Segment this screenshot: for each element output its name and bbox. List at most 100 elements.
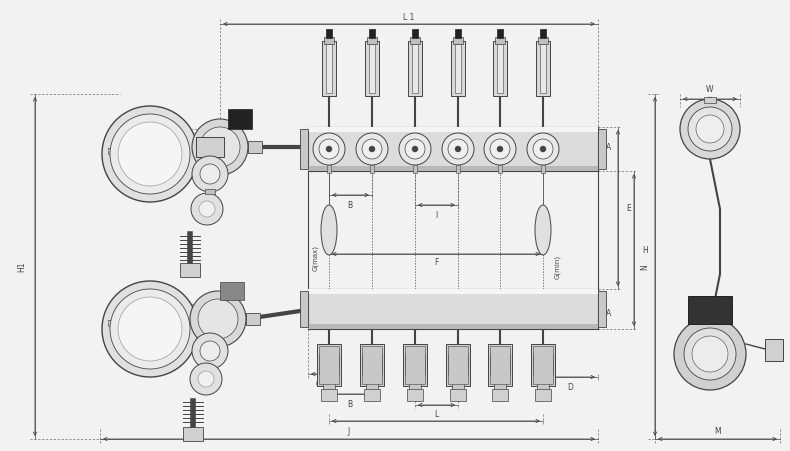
Bar: [248, 142, 262, 154]
Bar: [370, 166, 374, 174]
Text: L 1: L 1: [404, 14, 415, 23]
Text: H: H: [642, 246, 648, 255]
Circle shape: [110, 290, 190, 369]
Bar: [369, 30, 375, 39]
Text: I: I: [435, 410, 437, 419]
Circle shape: [696, 116, 724, 144]
Circle shape: [319, 140, 339, 160]
Bar: [362, 346, 382, 384]
Bar: [405, 354, 425, 374]
Text: G1: G1: [108, 316, 118, 327]
Bar: [300, 291, 308, 327]
Circle shape: [674, 318, 746, 390]
Circle shape: [102, 107, 198, 202]
Bar: [228, 110, 252, 130]
Bar: [448, 346, 468, 384]
Circle shape: [192, 120, 248, 175]
Text: J: J: [348, 427, 350, 436]
Circle shape: [200, 128, 240, 168]
Bar: [183, 427, 203, 441]
Circle shape: [200, 165, 220, 184]
Circle shape: [497, 147, 503, 152]
Text: A: A: [606, 309, 611, 318]
Bar: [308, 324, 598, 329]
Text: L: L: [434, 410, 438, 419]
Bar: [498, 166, 502, 174]
Bar: [322, 42, 336, 97]
Circle shape: [369, 147, 375, 152]
Text: E: E: [626, 204, 630, 213]
Bar: [455, 30, 461, 39]
Circle shape: [198, 371, 214, 387]
Bar: [598, 291, 606, 327]
Bar: [533, 346, 553, 384]
Bar: [220, 282, 244, 300]
Bar: [308, 290, 598, 329]
Bar: [410, 38, 420, 45]
Bar: [412, 45, 418, 94]
Circle shape: [200, 341, 220, 361]
Bar: [492, 389, 508, 401]
Bar: [408, 42, 422, 97]
Text: W: W: [706, 85, 713, 94]
Bar: [407, 389, 423, 401]
Bar: [326, 30, 332, 39]
Bar: [536, 42, 550, 97]
Bar: [688, 296, 732, 324]
Circle shape: [692, 336, 728, 372]
Text: B: B: [348, 201, 352, 210]
Circle shape: [313, 133, 345, 166]
Circle shape: [405, 140, 425, 160]
Circle shape: [684, 328, 736, 380]
Bar: [308, 128, 598, 172]
Bar: [300, 130, 308, 170]
Circle shape: [191, 193, 223, 226]
Circle shape: [110, 115, 190, 194]
Bar: [317, 344, 341, 386]
Circle shape: [442, 133, 474, 166]
Bar: [765, 339, 783, 361]
Circle shape: [356, 133, 388, 166]
Bar: [531, 344, 555, 386]
Bar: [450, 389, 466, 401]
Text: G1: G1: [108, 144, 118, 155]
Bar: [533, 354, 553, 374]
Circle shape: [362, 140, 382, 160]
Circle shape: [680, 100, 740, 160]
Circle shape: [199, 202, 215, 217]
Bar: [321, 389, 337, 401]
Bar: [598, 130, 606, 170]
Bar: [367, 38, 377, 45]
Ellipse shape: [535, 206, 551, 255]
Bar: [541, 166, 545, 174]
Circle shape: [540, 147, 546, 152]
Bar: [246, 313, 260, 325]
Bar: [324, 38, 334, 45]
Bar: [196, 138, 224, 158]
Bar: [319, 346, 339, 384]
Circle shape: [326, 147, 332, 152]
Circle shape: [399, 133, 431, 166]
Bar: [495, 38, 505, 45]
Bar: [490, 346, 510, 384]
Bar: [540, 30, 546, 39]
Circle shape: [118, 123, 182, 187]
Bar: [494, 374, 506, 394]
Circle shape: [198, 299, 238, 339]
Bar: [308, 166, 598, 172]
Bar: [365, 42, 379, 97]
Bar: [497, 45, 503, 94]
Circle shape: [455, 147, 461, 152]
Bar: [538, 38, 548, 45]
Bar: [535, 389, 551, 401]
Bar: [369, 45, 375, 94]
Bar: [497, 30, 503, 39]
Bar: [308, 128, 598, 133]
Bar: [446, 344, 470, 386]
Text: C: C: [315, 380, 321, 389]
Bar: [366, 374, 378, 394]
Bar: [488, 344, 512, 386]
Circle shape: [490, 140, 510, 160]
Bar: [205, 189, 215, 194]
Bar: [413, 166, 417, 174]
